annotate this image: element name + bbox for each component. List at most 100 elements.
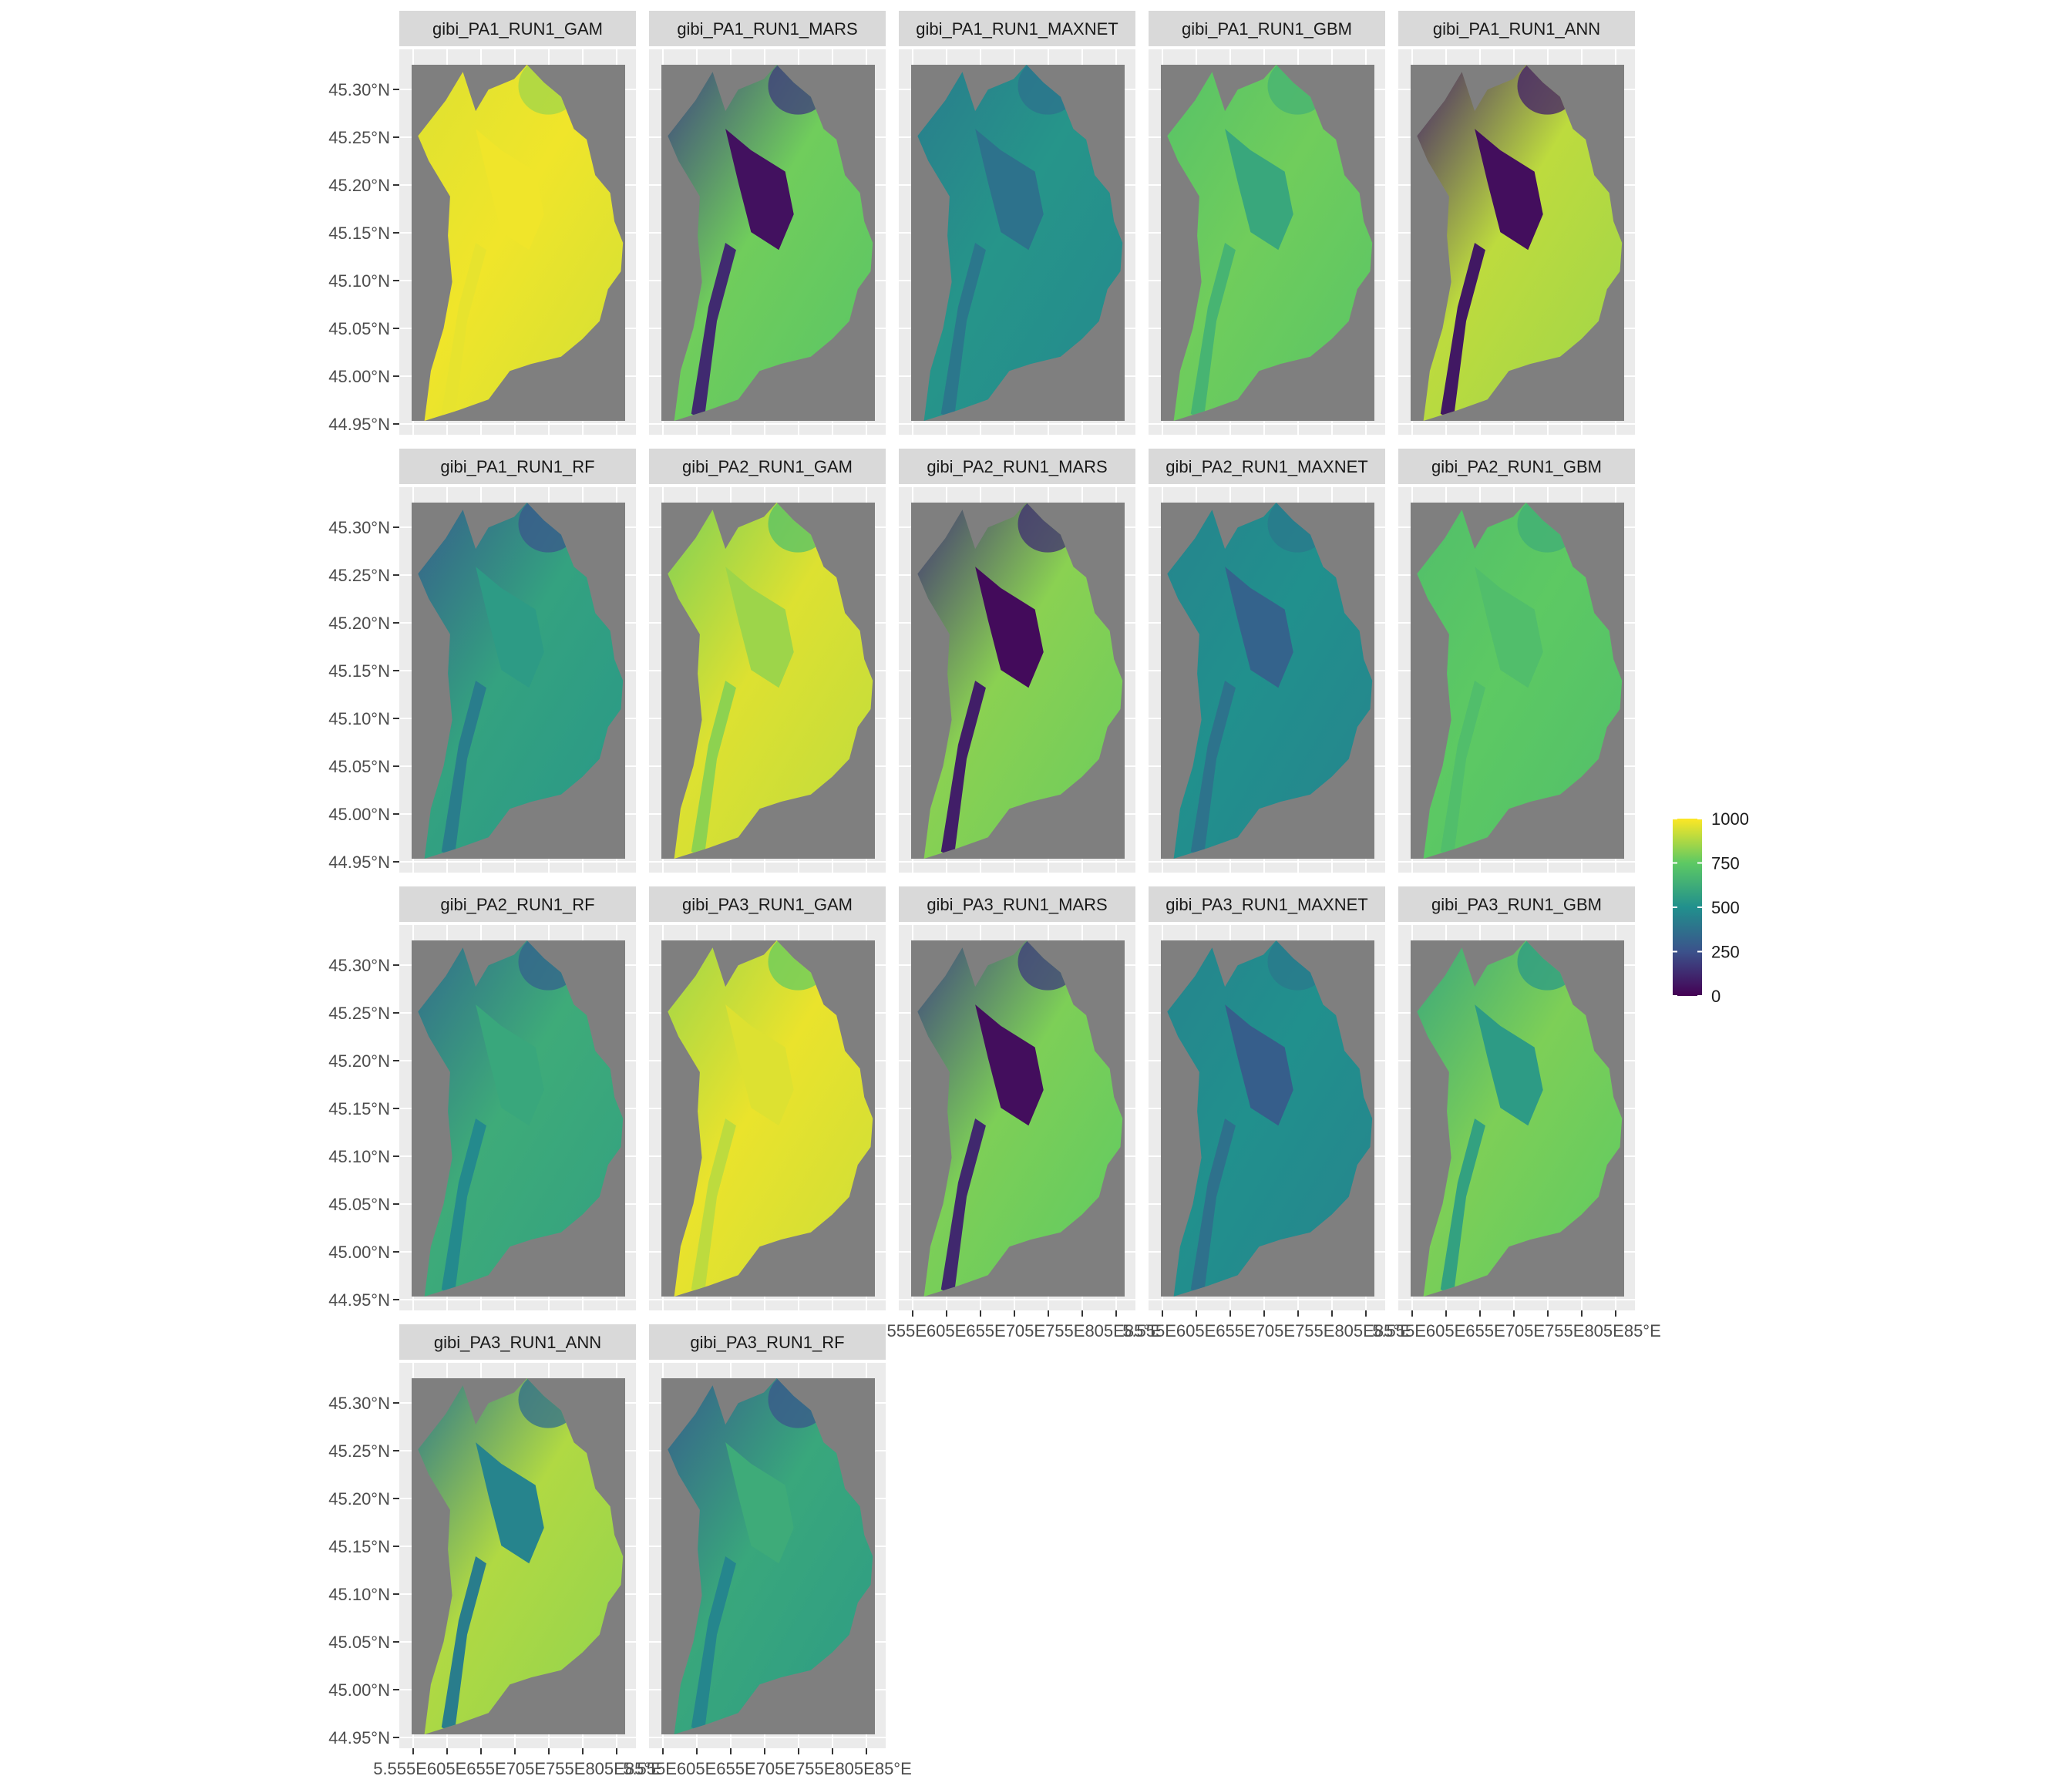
urban-area [1475,129,1543,251]
urban-area [725,1004,794,1126]
facet-title: gibi_PA3_RUN1_MARS [927,895,1107,914]
y-tick-label: 45.10°N [328,1147,390,1166]
facet-strip [399,449,636,484]
y-tick-label: 45.20°N [328,1051,390,1071]
facet-title: gibi_PA3_RUN1_MAXNET [1166,895,1367,914]
facet-title: gibi_PA3_RUN1_GAM [682,895,853,914]
urban-area [476,1004,544,1126]
river-valley [691,1556,736,1734]
legend-label: 250 [1711,943,1740,962]
facet-title: gibi_PA2_RUN1_GAM [682,457,853,476]
urban-area [476,567,544,688]
y-tick-label: 45.05°N [328,1195,390,1214]
facet-panel: gibi_PA3_RUN1_GAM [649,886,886,1310]
legend-colorbar [1673,819,1702,996]
river-valley [1440,681,1485,859]
y-tick-label: 45.15°N [328,661,390,681]
facet-strip [1149,886,1385,922]
y-tick-label: 44.95°N [328,1290,390,1310]
legend-label: 750 [1711,854,1740,873]
y-tick-label: 45.15°N [328,224,390,243]
y-tick-label: 45.00°N [328,367,390,386]
river-valley [940,1118,986,1297]
facet-panel: gibi_PA1_RUN1_MAXNET [899,11,1135,435]
y-tick-label: 44.95°N [328,1728,390,1747]
facet-strip [899,11,1135,46]
river-valley [1190,243,1236,421]
facet-panel: gibi_PA1_RUN1_ANN [1398,11,1635,435]
urban-area [1225,129,1293,251]
y-tick-label: 45.25°N [328,1441,390,1461]
urban-area [1475,567,1543,688]
facet-title: gibi_PA3_RUN1_ANN [434,1333,601,1352]
facet-strip [649,886,886,922]
river-valley [691,681,736,859]
y-tick-label: 45.10°N [328,271,390,291]
y-tick-label: 45.30°N [328,956,390,975]
facet-title: gibi_PA2_RUN1_RF [440,895,594,914]
urban-area [1225,567,1293,688]
river-valley [1190,1118,1236,1297]
river-valley [1190,681,1236,859]
urban-area [1475,1004,1543,1126]
river-valley [691,1118,736,1297]
urban-area [725,1442,794,1564]
facet-title: gibi_PA2_RUN1_GBM [1431,457,1602,476]
urban-area [476,129,544,251]
river-valley [441,1118,486,1297]
y-tick-label: 45.20°N [328,614,390,633]
facet-panel: gibi_PA3_RUN1_ANN 45.30°N 45.25°N 45.20°N 45… [328,1324,662,1776]
legend-label: 0 [1711,987,1720,1006]
facet-panel: gibi_PA2_RUN1_GBM [1398,449,1635,873]
river-valley [691,243,736,421]
facet-title: gibi_PA1_RUN1_ANN [1433,19,1600,39]
x-tick-label: 5.555E605E655E705E755E805E85°E [873,1321,1162,1340]
river-valley [441,681,486,859]
facet-title: gibi_PA1_RUN1_RF [440,457,594,476]
urban-area [975,129,1044,251]
facet-strip [399,1324,636,1360]
urban-area [725,129,794,251]
facet-strip [1149,449,1385,484]
y-tick-label: 45.25°N [328,566,390,585]
facet-panel: gibi_PA2_RUN1_GAM [649,449,886,873]
y-tick-label: 45.30°N [328,518,390,537]
river-valley [1440,1118,1485,1297]
river-valley [940,681,986,859]
facet-panel: gibi_PA2_RUN1_MARS [899,449,1135,873]
x-tick-label: 5.555E605E655E705E755E805E85°E [1122,1321,1411,1340]
river-valley [441,1556,486,1734]
y-tick-label: 45.30°N [328,80,390,99]
facet-title: gibi_PA2_RUN1_MARS [927,457,1107,476]
urban-area [476,1442,544,1564]
facet-strip [899,449,1135,484]
facet-strip [649,1324,886,1360]
x-tick-label: 5.555E605E655E705E755E805E85°E [623,1759,912,1776]
facet-strip [1398,886,1635,922]
facet-strip [899,886,1135,922]
x-tick-label: 5.555E605E655E705E755E805E85°E [373,1759,662,1776]
y-tick-label: 45.00°N [328,805,390,824]
facet-panel: gibi_PA1_RUN1_GBM [1149,11,1385,435]
facet-title: gibi_PA3_RUN1_GBM [1431,895,1602,914]
facet-title: gibi_PA1_RUN1_GAM [432,19,603,39]
facet-title: gibi_PA2_RUN1_MAXNET [1166,457,1367,476]
facet-panel: gibi_PA1_RUN1_GAM 45.30°N 45.25°N 45.20°N 45… [328,11,636,435]
facet-title: gibi_PA1_RUN1_MARS [677,19,857,39]
urban-area [1225,1004,1293,1126]
y-tick-label: 44.95°N [328,853,390,872]
facet-panel: gibi_PA3_RUN1_GBM 5.555E605E655E705E755E8… [1372,886,1661,1340]
facet-panel: gibi_PA2_RUN1_MAXNET [1149,449,1385,873]
urban-area [725,567,794,688]
y-tick-label: 45.30°N [328,1394,390,1413]
y-tick-label: 45.20°N [328,176,390,195]
facet-panel: gibi_PA3_RUN1_RF 5.555E605E655E705E755E80… [623,1324,912,1776]
legend-label: 500 [1711,898,1740,917]
y-tick-label: 45.20°N [328,1489,390,1509]
facet-strip [649,11,886,46]
y-tick-label: 45.05°N [328,1633,390,1652]
y-tick-label: 45.05°N [328,757,390,776]
urban-area [975,1004,1044,1126]
y-tick-label: 45.10°N [328,1585,390,1604]
facet-panel: gibi_PA1_RUN1_RF 45.30°N 45.25°N 45.20°N 45.… [328,449,636,873]
